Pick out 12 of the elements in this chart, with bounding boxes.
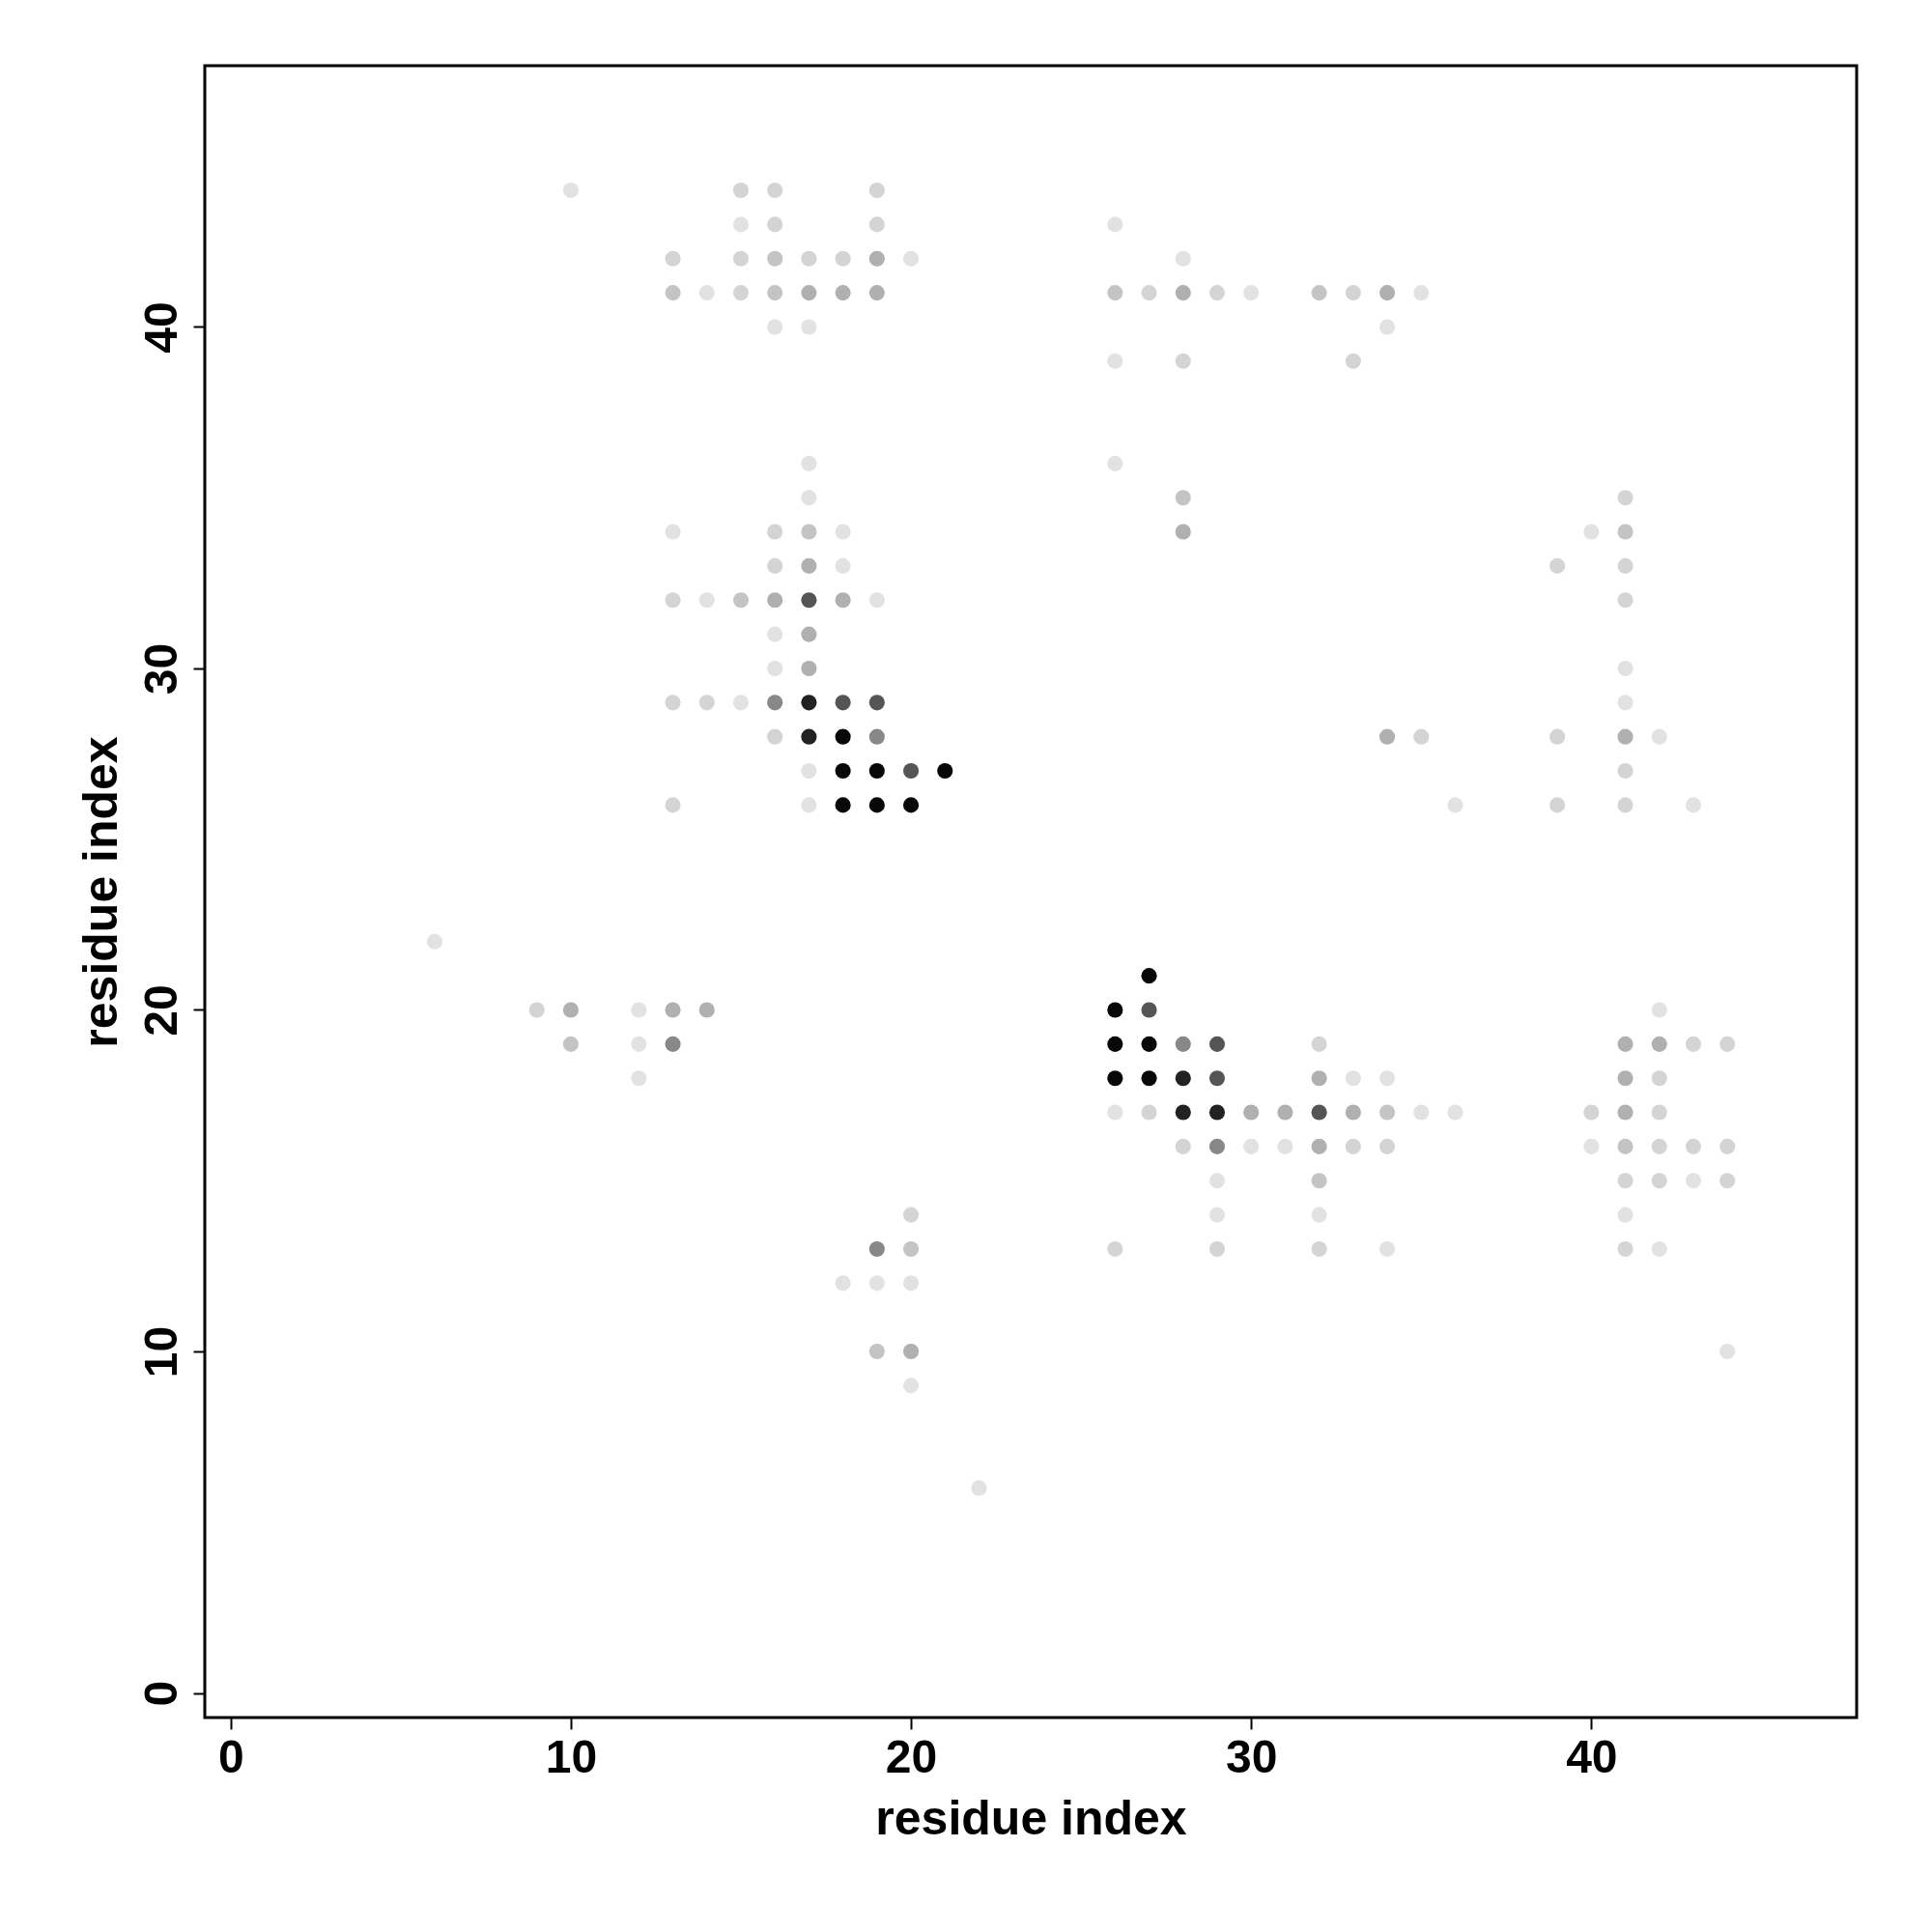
x-tick-label: 30 [1225, 1730, 1278, 1782]
y-tick-label: 20 [134, 984, 186, 1037]
x-tick-label: 10 [545, 1730, 598, 1782]
y-axis-title: residue index [72, 736, 128, 1048]
x-tick-label: 40 [1566, 1730, 1618, 1782]
x-axis-title: residue index [875, 1790, 1187, 1845]
x-tick-label: 0 [217, 1730, 244, 1782]
y-tick-label: 30 [134, 642, 186, 696]
y-tick-label: 10 [134, 1325, 186, 1378]
y-tick-label: 0 [134, 1680, 186, 1707]
y-tick-label: 40 [134, 301, 186, 354]
x-tick-label: 20 [885, 1730, 938, 1782]
